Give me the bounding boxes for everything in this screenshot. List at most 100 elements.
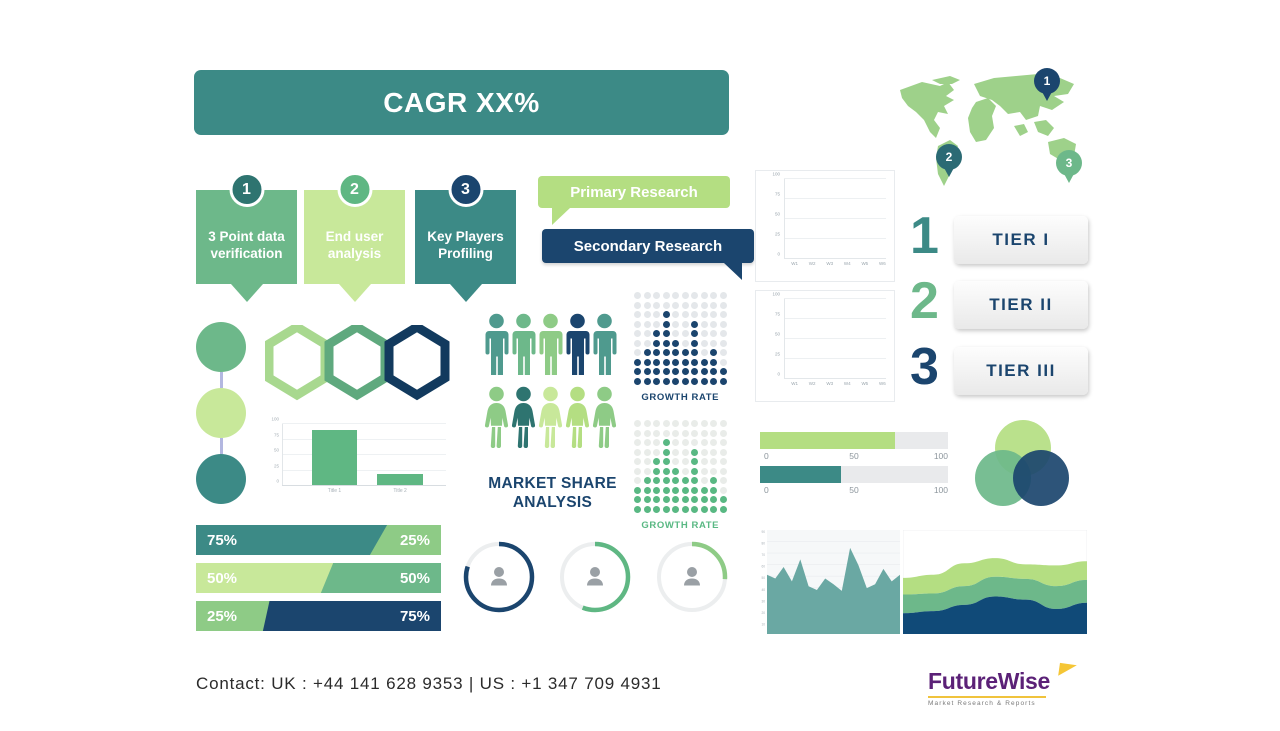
dot-filled	[653, 358, 660, 366]
dot-empty	[672, 311, 679, 318]
map-pin-1[interactable]: 1	[1034, 68, 1060, 102]
split-bar-right-label: 25%	[399, 531, 430, 549]
growth-rate-label: GROWTH RATE	[641, 391, 720, 403]
plot-area: 0 25 50 75 100 W1 W2 W3 W4 W5 W6	[772, 172, 886, 266]
dot-empty	[672, 448, 679, 456]
dot-empty	[662, 420, 670, 427]
dot-filled	[653, 458, 660, 465]
dot-empty	[634, 458, 641, 465]
donut-progress-1	[462, 540, 536, 614]
y-tick-label: 100	[772, 171, 780, 177]
chain-circle-3	[196, 454, 246, 504]
progress-slider-1[interactable]: 0 50 100	[760, 432, 948, 465]
y-tick-label: 0	[276, 478, 279, 484]
bar: Title 1	[311, 430, 358, 494]
dot-filled	[662, 439, 670, 446]
dot-empty	[672, 439, 679, 446]
dot-filled	[691, 377, 698, 385]
dot-empty	[643, 429, 651, 437]
dot-empty	[653, 311, 660, 318]
dot-empty	[719, 448, 727, 456]
slider-fill	[760, 432, 896, 449]
dot-filled	[662, 477, 670, 484]
x-tick-label: Title 2	[393, 488, 407, 494]
step-card-1[interactable]: 3 Point data verification 1	[196, 172, 297, 284]
dot-empty	[700, 349, 708, 356]
chain-connector	[220, 372, 223, 388]
hexagon-row	[264, 321, 450, 412]
people-row-bottom	[484, 386, 620, 453]
dot-empty	[681, 339, 689, 347]
x-axis	[784, 258, 886, 259]
slider-track[interactable]	[760, 466, 948, 483]
y-tick-label: 75	[774, 311, 780, 317]
dot-filled	[681, 368, 689, 375]
dot-empty	[700, 301, 708, 309]
dot-filled	[672, 349, 679, 356]
dot-empty	[653, 448, 660, 456]
dot-empty	[672, 458, 679, 465]
dot-empty	[719, 320, 727, 328]
step-card-3[interactable]: Key Players Profiling 3	[415, 172, 516, 284]
slider-tick: 0	[764, 485, 769, 495]
dot-filled	[700, 496, 708, 503]
dot-filled	[662, 358, 670, 366]
logo-divider	[928, 696, 1046, 698]
dot-filled	[662, 349, 670, 356]
map-pin-3[interactable]: 3	[1056, 150, 1082, 184]
y-tick-label: 25	[273, 463, 279, 468]
dot-filled	[653, 377, 660, 385]
x-tick-label: W6	[878, 381, 886, 386]
person-icon-female	[538, 386, 563, 453]
dot-filled	[691, 486, 698, 494]
dot-filled	[700, 368, 708, 375]
dot-empty	[710, 467, 717, 475]
primary-research-callout[interactable]: Primary Research	[538, 176, 730, 225]
dot-filled	[653, 505, 660, 513]
dot-empty	[719, 458, 727, 465]
primary-research-label: Primary Research	[570, 183, 698, 201]
tier-row-1[interactable]: 1 TIER I	[910, 210, 1088, 264]
dot-filled	[643, 477, 651, 484]
dot-empty	[700, 339, 708, 347]
dot-empty	[643, 330, 651, 337]
secondary-research-label: Secondary Research	[573, 237, 723, 255]
dot-filled	[643, 349, 651, 356]
x-tick-label: W5	[861, 261, 869, 266]
secondary-research-callout[interactable]: Secondary Research	[542, 229, 754, 280]
slider-tick: 50	[849, 451, 859, 461]
dot-empty	[691, 311, 698, 318]
gridline	[784, 318, 886, 319]
dot-filled	[710, 505, 717, 513]
svg-text:10: 10	[761, 622, 765, 626]
dot-filled	[710, 349, 717, 356]
y-tick-label: 25	[774, 351, 780, 357]
gridline	[784, 358, 886, 359]
dot-filled	[662, 467, 670, 475]
dot-empty	[653, 429, 660, 437]
dot-filled	[672, 486, 679, 494]
gridline	[784, 198, 886, 199]
dot-filled	[662, 330, 670, 337]
dot-empty	[700, 330, 708, 337]
map-pin-2[interactable]: 2	[936, 144, 962, 178]
step-card-2[interactable]: End user analysis 2	[304, 172, 405, 284]
x-axis	[282, 485, 446, 486]
dot-matrix-growth-rate-green: GROWTH RATE	[634, 420, 727, 531]
slider-track[interactable]	[760, 432, 948, 449]
x-tick-label: W1	[791, 261, 798, 266]
dot-empty	[691, 420, 698, 427]
dot-empty	[700, 448, 708, 456]
tier-row-2[interactable]: 2 TIER II	[910, 275, 1088, 329]
dot-filled	[691, 330, 698, 337]
gridline	[784, 298, 886, 299]
dot-filled	[653, 330, 660, 337]
dot-filled	[634, 496, 641, 503]
progress-slider-2[interactable]: 0 50 100	[760, 466, 948, 499]
tier-row-3[interactable]: 3 TIER III	[910, 341, 1088, 395]
dot-empty	[643, 311, 651, 318]
dot-filled	[710, 358, 717, 366]
dot-empty	[700, 292, 708, 299]
dot-empty	[719, 311, 727, 318]
